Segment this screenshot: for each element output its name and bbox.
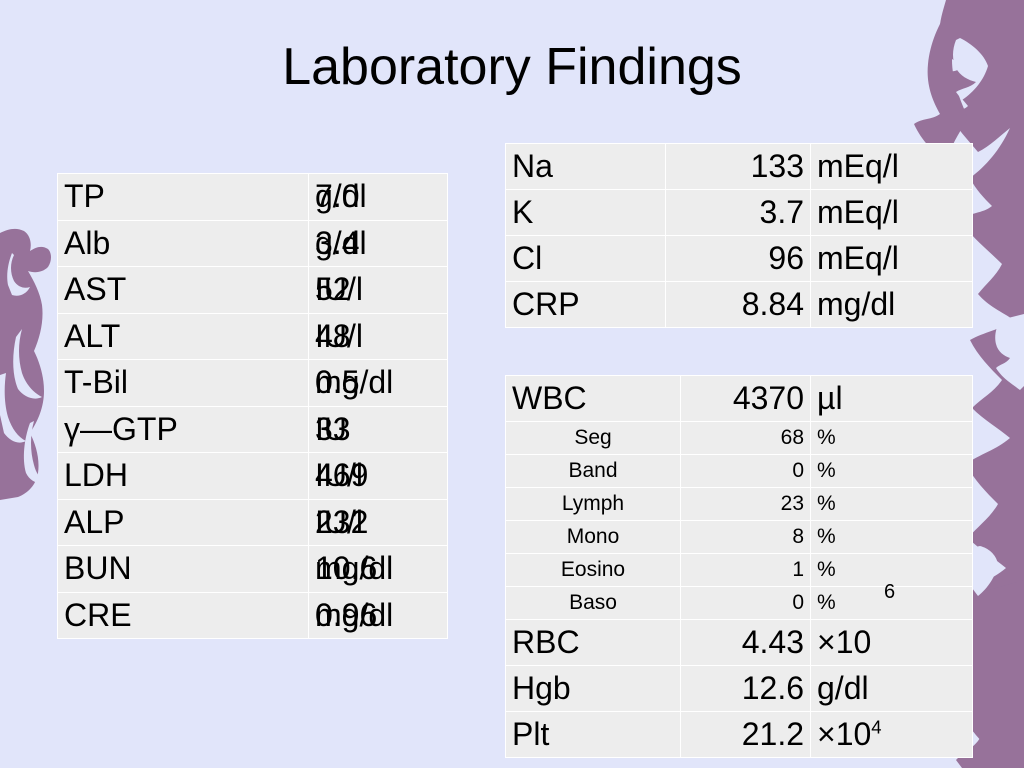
analyte-unit: % — [810, 421, 973, 455]
cbc-results-table: WBC 4370 µl Seg 68% Band 0% Lymph 23% Mono 8% Eosin… — [505, 375, 973, 758]
table-row: Na 133 mEq/l — [505, 143, 973, 190]
analyte-unit: mg/dl — [810, 281, 973, 328]
brush-stroke-decoration-left — [0, 228, 51, 500]
analyte-value: 3.7 — [665, 189, 811, 236]
analyte-label: WBC — [505, 375, 681, 422]
analyte-label: Hgb — [505, 665, 681, 712]
analyte-unit: ×104 — [810, 711, 973, 758]
analyte-unit: mg/dl — [308, 591, 448, 639]
table-row: CRP 8.84 mg/dl — [505, 281, 973, 328]
table-row: Baso 0% — [505, 586, 973, 620]
analyte-value: 4370 — [680, 375, 811, 422]
electrolytes-results-table: Na 133 mEq/l K 3.7 mEq/l Cl 96 mEq/l CRP 8.84 mg/dl — [505, 143, 973, 328]
analyte-unit: % — [810, 454, 973, 488]
analyte-unit: mEq/l — [810, 189, 973, 236]
analyte-label: Na — [505, 143, 666, 190]
analyte-value: 133 — [665, 143, 811, 190]
table-row: Mono 8% — [505, 520, 973, 554]
analyte-unit: IU/l — [308, 312, 448, 360]
analyte-label: ALT — [57, 312, 309, 360]
analyte-label: K — [505, 189, 666, 236]
analyte-value: 12.6 — [680, 665, 811, 712]
analyte-label: Eosino — [505, 553, 681, 587]
analyte-label: BUN — [57, 545, 309, 593]
analyte-value: 21.2 — [680, 711, 811, 758]
cbc-table-body: WBC 4370 µl Seg 68% Band 0% Lymph 23% Mono 8% Eosin… — [505, 375, 973, 758]
analyte-value: 23 — [680, 487, 811, 521]
rbc-exponent-artifact: 6 — [884, 581, 896, 603]
table-row: γ—GTP33IU — [57, 405, 448, 453]
table-row: WBC 4370 µl — [505, 375, 973, 422]
analyte-label: TP — [57, 173, 309, 221]
table-row: Eosino 1% — [505, 553, 973, 587]
table-row: Cl 96 mEq/l — [505, 235, 973, 282]
table-row: RBC 4.43 ×10 — [505, 619, 973, 666]
analyte-value: 96 — [665, 235, 811, 282]
analyte-unit: mg/dl — [308, 359, 448, 407]
analyte-unit: IU/l — [308, 498, 448, 546]
analyte-unit: g/dl — [308, 173, 448, 221]
page-title: Laboratory Findings — [282, 38, 742, 96]
analyte-label: Lymph — [505, 487, 681, 521]
analyte-unit: g/dl — [810, 665, 973, 712]
analyte-unit: IU/l — [308, 266, 448, 314]
analyte-value: 68 — [680, 421, 811, 455]
analyte-unit: % — [810, 487, 973, 521]
analyte-unit: mEq/l — [810, 143, 973, 190]
table-row: Alb3.4g/dl — [57, 219, 448, 267]
chemistry-results-table: TP7.0g/dlAlb3.4g/dlAST52IU/lALT48IU/lT-B… — [57, 173, 448, 639]
analyte-label: CRP — [505, 281, 666, 328]
analyte-unit: µl — [810, 375, 973, 422]
analyte-label: Alb — [57, 219, 309, 267]
table-row: Lymph 23% — [505, 487, 973, 521]
table-row: LDH469IU/l — [57, 452, 448, 500]
table-row: ALP232IU/l — [57, 498, 448, 546]
table-row: BUN10.6mg/dl — [57, 545, 448, 593]
chemistry-table-body: TP7.0g/dlAlb3.4g/dlAST52IU/lALT48IU/lT-B… — [57, 173, 448, 639]
analyte-label: LDH — [57, 452, 309, 500]
table-row: K 3.7 mEq/l — [505, 189, 973, 236]
table-row: Hgb 12.6 g/dl — [505, 665, 973, 712]
electrolytes-table-body: Na 133 mEq/l K 3.7 mEq/l Cl 96 mEq/l CRP 8.84 mg/dl — [505, 143, 973, 328]
analyte-value: 4.43 — [680, 619, 811, 666]
analyte-label: RBC — [505, 619, 681, 666]
analyte-label: ALP — [57, 498, 309, 546]
table-row: Band 0% — [505, 454, 973, 488]
analyte-unit: mEq/l — [810, 235, 973, 282]
analyte-label: γ—GTP — [57, 405, 309, 453]
table-row: ALT48IU/l — [57, 312, 448, 360]
table-row: CRE0.96mg/dl — [57, 591, 448, 639]
analyte-label: AST — [57, 266, 309, 314]
analyte-unit: g/dl — [308, 219, 448, 267]
analyte-value: 8.84 — [665, 281, 811, 328]
analyte-label: Seg — [505, 421, 681, 455]
analyte-unit: % — [810, 553, 973, 587]
analyte-label: Band — [505, 454, 681, 488]
table-row: T-Bil0.5mg/dl — [57, 359, 448, 407]
analyte-value: 1 — [680, 553, 811, 587]
table-row: Seg 68% — [505, 421, 973, 455]
analyte-unit: IU/l — [308, 452, 448, 500]
analyte-label: Mono — [505, 520, 681, 554]
analyte-label: Baso — [505, 586, 681, 620]
analyte-value: 8 — [680, 520, 811, 554]
analyte-label: CRE — [57, 591, 309, 639]
analyte-unit: IU — [308, 405, 448, 453]
analyte-unit: mg/dl — [308, 545, 448, 593]
analyte-label: T-Bil — [57, 359, 309, 407]
analyte-value: 0 — [680, 586, 811, 620]
analyte-unit: % — [810, 520, 973, 554]
table-row: TP7.0g/dl — [57, 173, 448, 221]
table-row: Plt 21.2 ×104 — [505, 711, 973, 758]
analyte-unit: ×10 — [810, 619, 973, 666]
analyte-label: Cl — [505, 235, 666, 282]
table-row: AST52IU/l — [57, 266, 448, 314]
analyte-value: 0 — [680, 454, 811, 488]
analyte-label: Plt — [505, 711, 681, 758]
unit-exponent: 4 — [871, 716, 882, 738]
